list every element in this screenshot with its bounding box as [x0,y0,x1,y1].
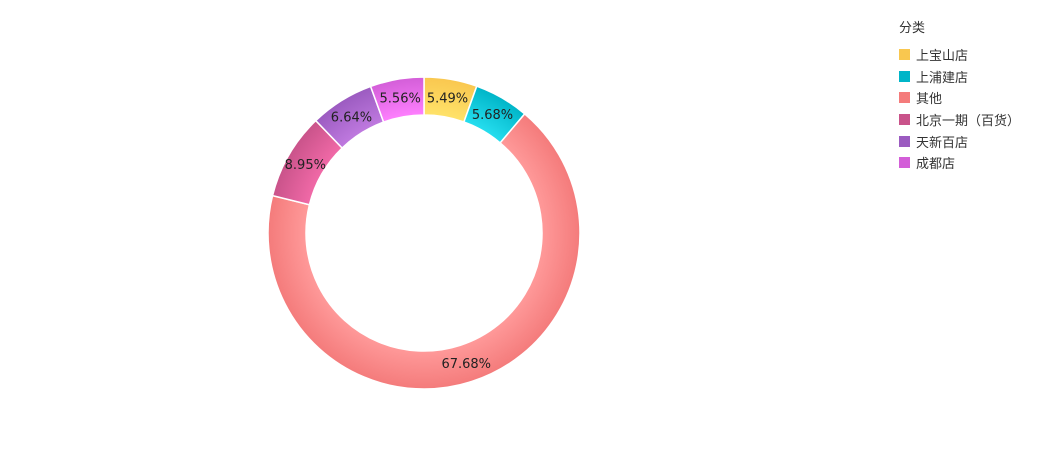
slice-labels: 5.49% 5.68% 67.68% 8.95% 6.64% 5.56% [285,92,513,372]
legend-items: 上宝山店上浦建店其他北京一期（百货） 天新百店成都店 [899,44,1020,174]
slice-label: 67.68% [441,357,491,372]
legend-item[interactable]: 其他 [899,87,1020,109]
legend-item[interactable]: 成都店 [899,152,1020,174]
legend-title: 分类 [899,21,926,36]
slice-label: 5.56% [380,92,421,107]
legend-label: 天新百店 [916,135,969,151]
legend-label: 上浦建店 [916,70,969,86]
legend-label: 北京一期（百货） [916,114,1021,130]
slice-label: 6.64% [331,110,372,125]
slice-成都店[interactable] [369,76,425,124]
legend-label: 上宝山店 [916,49,969,65]
legend-swatch [899,49,910,61]
legend-item[interactable]: 北京一期（百货） [899,109,1020,131]
legend: 分类 上宝山店上浦建店其他北京一期（百货） 天新百店成都店 [899,20,1020,174]
legend-label: 成都店 [916,157,956,173]
legend-label: 其他 [916,92,943,108]
slice-label: 5.68% [472,108,513,123]
slice-label: 8.95% [285,158,326,173]
legend-swatch [899,157,910,169]
slice-其他[interactable] [267,112,581,390]
legend-swatch [899,70,910,82]
legend-swatch [899,114,910,126]
donut-slices [267,76,581,390]
legend-item[interactable]: 上浦建店 [899,66,1020,88]
legend-item[interactable]: 天新百店 [899,130,1020,152]
legend-item[interactable]: 上宝山店 [899,44,1020,66]
legend-swatch [899,92,910,104]
legend-swatch [899,135,910,147]
slice-label: 5.49% [427,92,468,107]
